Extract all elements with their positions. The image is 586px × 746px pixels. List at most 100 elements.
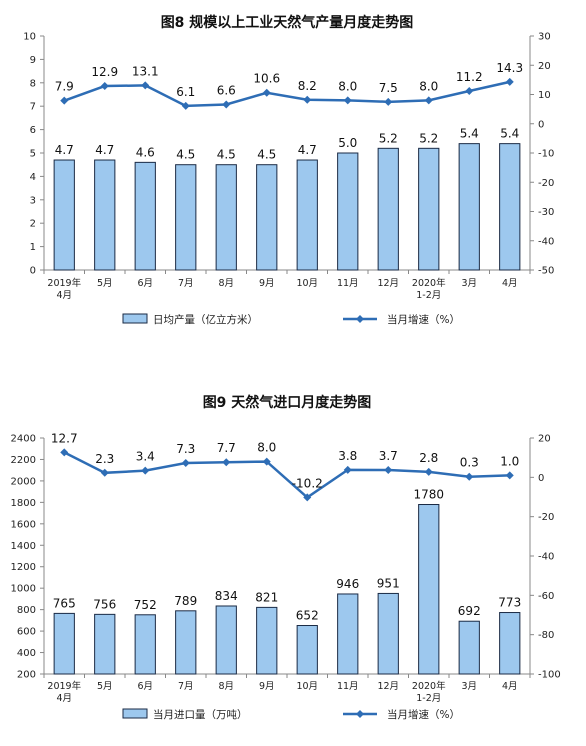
bar-data-label: 5.0 [338, 136, 357, 150]
bar-data-label: 756 [93, 597, 116, 611]
legend-line-marker [356, 315, 364, 323]
line-data-label: 3.4 [136, 450, 155, 464]
bar-data-label: 5.2 [379, 131, 398, 145]
bar [418, 147, 440, 271]
line-data-label: 6.6 [217, 83, 236, 97]
line-point [505, 471, 514, 480]
line-point [60, 96, 69, 105]
bar [94, 613, 116, 675]
growth-line [63, 80, 511, 108]
bar [53, 159, 75, 271]
x-tick-label: 4月 [56, 693, 72, 704]
left-tick-label: 1200 [11, 562, 36, 573]
bar [215, 164, 237, 271]
bar [377, 592, 399, 675]
bar [337, 152, 359, 271]
line-point [343, 96, 352, 105]
bar [418, 504, 440, 675]
line-point [222, 100, 231, 109]
bar-data-label: 4.5 [257, 148, 276, 162]
line-data-label: 12.9 [91, 65, 118, 79]
chart-title: 图9 天然气进口月度走势图 [203, 394, 372, 411]
bar-data-label: 821 [255, 590, 278, 604]
right-tick-label: 10 [538, 90, 551, 101]
line-data-label: 3.8 [338, 449, 357, 463]
line-data-label: 7.3 [176, 442, 195, 456]
line-data-label: 11.2 [456, 70, 483, 84]
line-data-label: 1.0 [500, 454, 519, 468]
bar [458, 620, 480, 675]
bar-data-label: 752 [134, 598, 157, 612]
x-tick-label: 1-2月 [416, 693, 441, 704]
line-point [465, 472, 474, 481]
bar-data-label: 4.7 [298, 143, 317, 157]
legend-bar-swatch [122, 708, 148, 719]
bar-data-label: 834 [215, 589, 238, 603]
x-tick-label: 8月 [218, 278, 234, 289]
right-tick-label: 20 [538, 434, 551, 445]
bar-data-label: 765 [53, 596, 76, 610]
bar [256, 164, 278, 271]
bar-data-label: 4.5 [176, 148, 195, 162]
line-data-label: 8.2 [298, 79, 317, 93]
x-tick-label: 12月 [377, 278, 399, 289]
line-point [181, 101, 190, 110]
x-tick-label: 10月 [296, 278, 318, 289]
bar [256, 606, 278, 675]
line-point [262, 457, 271, 466]
x-tick-label: 6月 [137, 278, 153, 289]
left-tick-label: 4 [30, 172, 36, 183]
right-tick-label: -40 [538, 552, 554, 563]
bar-data-label: 1780 [413, 488, 444, 502]
x-tick-label: 2019年 [47, 277, 81, 289]
bar [296, 159, 318, 271]
line-point [505, 77, 514, 86]
growth-line [63, 451, 510, 499]
x-tick-label: 3月 [461, 278, 477, 289]
line-data-label: 8.0 [257, 441, 276, 455]
x-tick-label: 11月 [337, 278, 359, 289]
left-tick-label: 400 [17, 648, 36, 659]
line-point [262, 88, 271, 97]
right-tick-label: 20 [538, 61, 551, 72]
line-point [141, 466, 150, 475]
line-data-label: 0.3 [460, 456, 479, 470]
line-point [303, 95, 312, 104]
line-point [222, 458, 231, 467]
bar-data-label: 5.2 [419, 131, 438, 145]
x-tick-label: 1-2月 [416, 290, 441, 301]
bar [499, 143, 521, 271]
line-point [100, 468, 109, 477]
bar [175, 164, 197, 271]
right-tick-label: -80 [538, 630, 554, 641]
x-tick-label: 7月 [178, 681, 194, 692]
left-tick-label: 3 [30, 195, 36, 206]
left-tick-label: 2200 [11, 455, 36, 466]
chart-2: 图9 天然气进口月度走势图200400600800100012001400160… [11, 394, 561, 721]
bar [134, 161, 156, 271]
left-tick-label: 200 [17, 670, 36, 681]
line-point [384, 466, 393, 475]
bar-data-label: 4.7 [55, 143, 74, 157]
line-point [424, 96, 433, 105]
line-data-label: 2.3 [95, 452, 114, 466]
left-tick-label: 7 [30, 102, 36, 113]
left-tick-label: 1400 [11, 541, 36, 552]
x-tick-label: 6月 [137, 681, 153, 692]
right-tick-label: 30 [538, 32, 551, 43]
bar-data-label: 4.7 [95, 143, 114, 157]
right-tick-label: -50 [538, 266, 554, 277]
line-point [60, 448, 69, 457]
left-tick-label: 1 [30, 242, 36, 253]
legend: 当月进口量（万吨） 当月增速（%） [122, 708, 460, 721]
x-tick-label: 2020年 [412, 680, 446, 692]
x-tick-label: 3月 [461, 681, 477, 692]
x-tick-label: 10月 [296, 681, 318, 692]
line-data-label: 7.7 [217, 441, 236, 455]
x-tick-label: 2020年 [412, 277, 446, 289]
bar-data-label: 652 [296, 609, 319, 623]
right-tick-label: -40 [538, 236, 554, 247]
bar-data-label: 946 [336, 577, 359, 591]
bar-data-label: 789 [174, 594, 197, 608]
